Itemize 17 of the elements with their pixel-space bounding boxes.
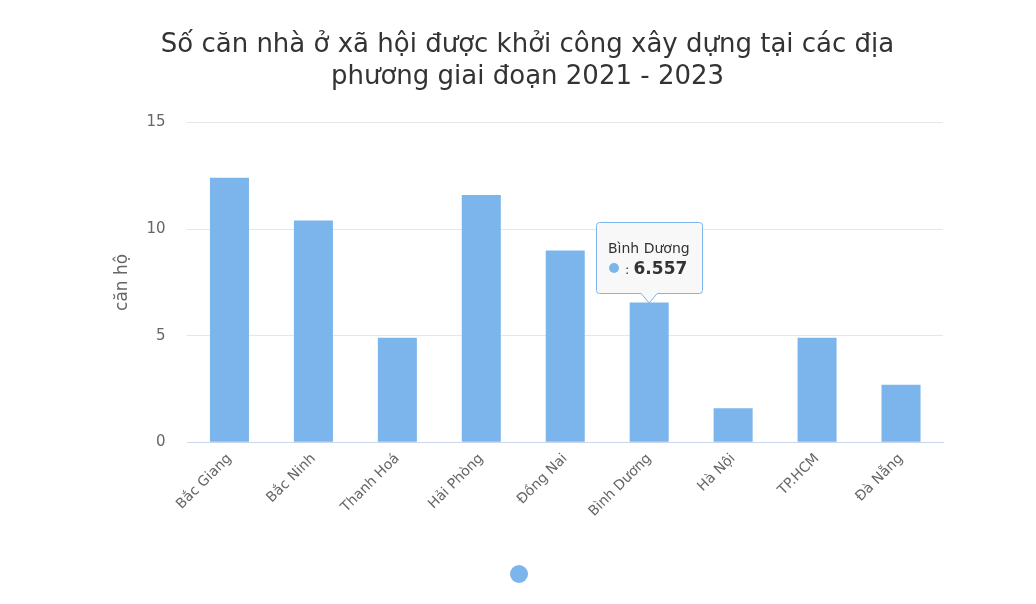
y-tick-label: 15 [146, 112, 166, 131]
bar [293, 220, 333, 442]
bar [209, 177, 249, 442]
bar [377, 337, 417, 442]
y-tick-label: 10 [146, 218, 166, 237]
annotation: Bình Dương [608, 240, 690, 256]
x-tick-label: Hà Nội [693, 449, 738, 494]
chart-title: Số căn nhà ở xã hội được khởi công xây dựng tại các địa phương giai đoạn 2021 - 2023 [160, 28, 895, 90]
y-tick-label: 5 [155, 325, 166, 344]
bar [461, 194, 501, 442]
data-label: : 6.557 [625, 258, 688, 278]
y-tick-label: 0 [155, 432, 166, 451]
bar [881, 384, 921, 442]
bar [545, 250, 585, 442]
y-axis-title: căn hộ [110, 253, 131, 311]
bar [713, 408, 753, 442]
bar [797, 337, 837, 442]
